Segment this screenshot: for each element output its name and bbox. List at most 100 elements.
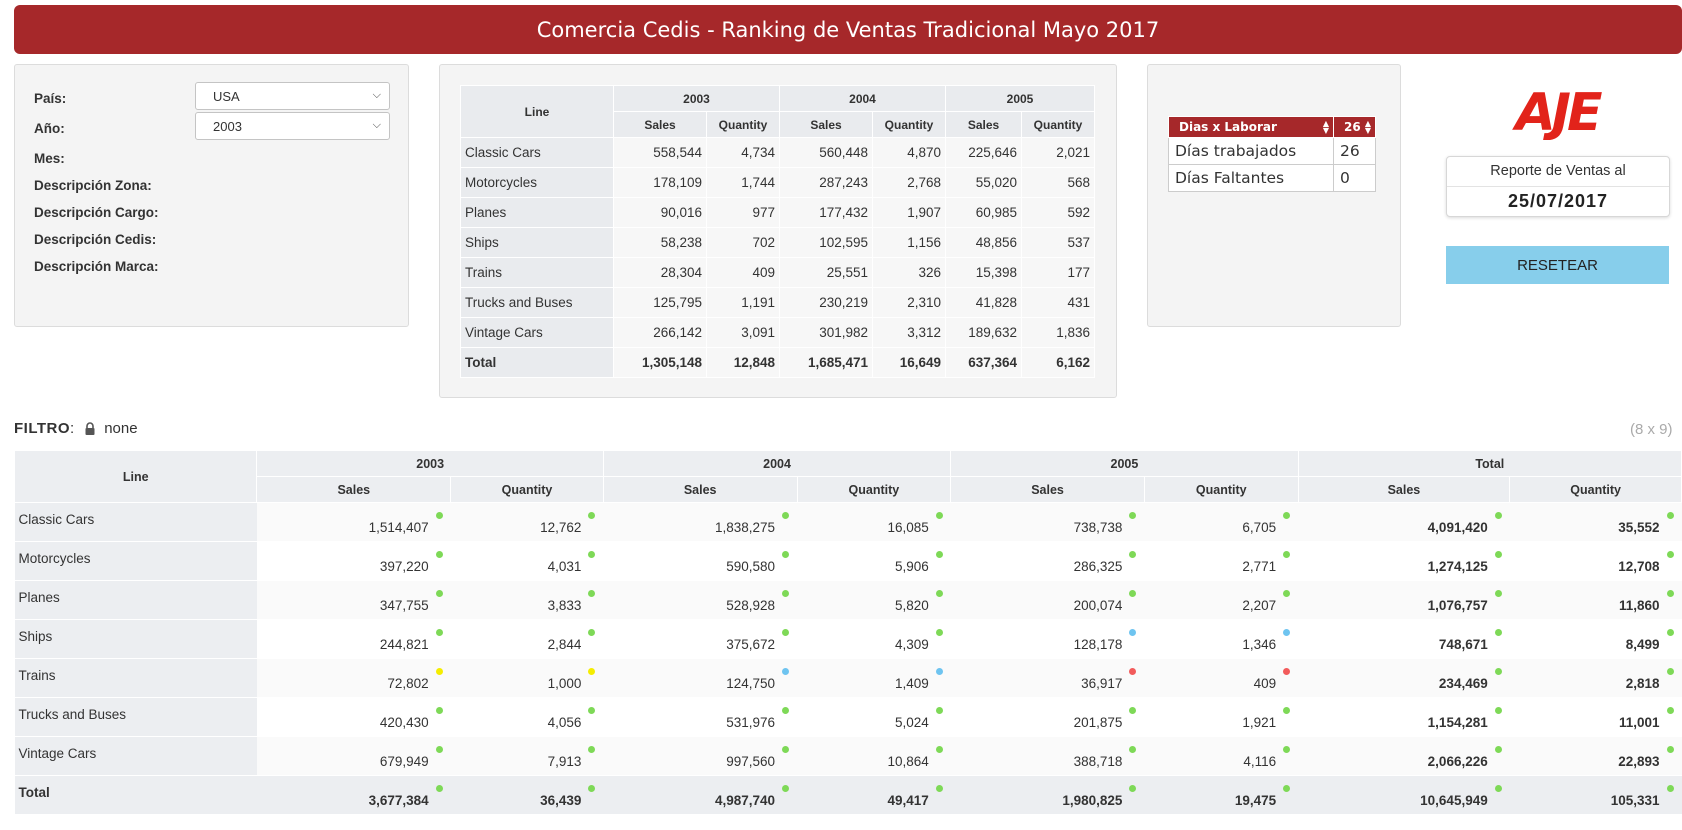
row-label: Ships (460, 227, 614, 258)
status-dot-icon (588, 590, 596, 597)
cell-value: 4,987,740 (714, 792, 776, 808)
table-cell: 977 (706, 197, 780, 228)
cell-value: 2,818 (1625, 675, 1660, 691)
table-cell: 1,907 (872, 197, 946, 228)
table-cell: 388,718 (950, 736, 1145, 776)
status-dot-icon (935, 551, 943, 558)
table-cell: 2,844 (450, 619, 604, 659)
status-dot-icon (1666, 668, 1674, 675)
table-cell: 178,109 (613, 167, 707, 198)
status-dot-icon (935, 512, 943, 519)
cell-value: 49,417 (887, 792, 929, 808)
cell-value: 997,560 (726, 753, 776, 769)
anio-select-value: 2003 (213, 118, 242, 134)
row-label: Ships (14, 619, 257, 659)
cell-value: 2,207 (1242, 597, 1277, 613)
status-dot-icon (435, 551, 443, 558)
table-cell: 10,864 (797, 736, 951, 776)
cell-value: 1,346 (1242, 636, 1277, 652)
reset-button[interactable]: RESETEAR (1446, 246, 1669, 284)
row-label: Vintage Cars (460, 317, 614, 348)
table-row: Planes 90,016 977 177,432 1,907 60,985 592 (460, 197, 1095, 228)
colon: : (70, 420, 75, 437)
status-dot-icon (935, 629, 943, 636)
status-dot-icon (1494, 707, 1502, 714)
table-cell: 16,085 (797, 502, 951, 542)
zona-label: Descripción Zona: (34, 178, 152, 193)
table-cell: 3,677,384 (256, 775, 451, 815)
cell-value: 5,820 (894, 597, 929, 613)
cell-value: 420,430 (379, 714, 429, 730)
anio-select[interactable]: 2003 ⌵ (195, 112, 390, 140)
report-label: Reporte de Ventas al (1490, 163, 1626, 179)
table-cell: 637,364 (945, 347, 1022, 378)
sales-header: Sales (613, 111, 707, 138)
cell-value: 375,672 (726, 636, 776, 652)
table-cell: 5,906 (797, 541, 951, 581)
table-cell: 36,439 (450, 775, 604, 815)
table-cell: 128,178 (950, 619, 1145, 659)
table-cell: 560,448 (779, 137, 873, 168)
quantity-header: Quantity (1509, 476, 1682, 503)
cell-value: 5,024 (894, 714, 929, 730)
status-dot-icon (935, 746, 943, 753)
status-dot-icon (1494, 785, 1502, 792)
status-dot-icon (935, 707, 943, 714)
table-cell: 1,836 (1021, 317, 1095, 348)
total-row: Total 1,305,148 12,848 1,685,471 16,649 637,3… (460, 347, 1095, 378)
cell-value: 531,976 (726, 714, 776, 730)
status-dot-icon (1129, 590, 1137, 597)
days-table: Dias x Laborar ▲ ▼ 26 ▲ ▼ Días trabajados … (1168, 116, 1376, 192)
status-dot-icon (1283, 551, 1291, 558)
sales-header: Sales (256, 476, 452, 503)
cell-value: 11,860 (1618, 597, 1660, 613)
table-cell: 1,921 (1144, 697, 1299, 737)
row-label: Trains (14, 658, 257, 698)
status-dot-icon (588, 707, 596, 714)
table-cell: 48,856 (945, 227, 1022, 258)
table-cell: 6,162 (1021, 347, 1095, 378)
cell-value: 12,708 (1618, 558, 1660, 574)
pais-select[interactable]: USA ⌵ (195, 82, 390, 110)
table-cell: 409 (706, 257, 780, 288)
table-cell: 12,848 (706, 347, 780, 378)
row-label: Trains (460, 257, 614, 288)
cell-value: 36,439 (540, 792, 582, 808)
cell-value: 1,980,825 (1062, 792, 1123, 808)
divider (1447, 186, 1669, 187)
cell-value: 12,762 (540, 519, 582, 535)
cell-value: 10,645,949 (1420, 792, 1488, 808)
status-dot-icon (782, 512, 790, 519)
cell-value: 201,875 (1073, 714, 1123, 730)
days-header-value[interactable]: 26 ▲ ▼ (1333, 116, 1376, 138)
cell-value: 8,499 (1625, 636, 1660, 652)
table-cell: 1,838,275 (603, 502, 798, 542)
table-cell: 5,024 (797, 697, 951, 737)
table-cell: 3,312 (872, 317, 946, 348)
status-dot-icon (588, 512, 596, 519)
table-cell: 230,219 (779, 287, 873, 318)
status-dot-icon (435, 512, 443, 519)
report-date: 25/07/2017 (1507, 191, 1609, 211)
cell-value: 6,705 (1242, 519, 1277, 535)
days-header-label[interactable]: Dias x Laborar ▲ ▼ (1168, 116, 1334, 138)
table-cell: 1,305,148 (613, 347, 707, 378)
cell-value: 738,738 (1073, 519, 1123, 535)
row-label: Planes (460, 197, 614, 228)
sales-header: Sales (779, 111, 873, 138)
cell-value: 2,066,226 (1427, 753, 1488, 769)
cell-value: 36,917 (1081, 675, 1123, 691)
status-dot-icon (1666, 707, 1674, 714)
status-dot-icon (1666, 629, 1674, 636)
sales-header: Sales (602, 476, 798, 503)
cell-value: 1,274,125 (1427, 558, 1488, 574)
table-cell: 1,514,407 (256, 502, 451, 542)
summary-panel: Line 2003 2004 2005 Sales Quantity Sales… (439, 64, 1117, 398)
table-cell: 189,632 (945, 317, 1022, 348)
status-dot-icon (588, 629, 596, 636)
summary-table: Line 2003 2004 2005 Sales Quantity Sales… (460, 85, 1095, 378)
status-dot-icon (435, 629, 443, 636)
filter-value: none (104, 420, 138, 437)
table-cell: 125,795 (613, 287, 707, 318)
cell-value: 10,864 (887, 753, 929, 769)
